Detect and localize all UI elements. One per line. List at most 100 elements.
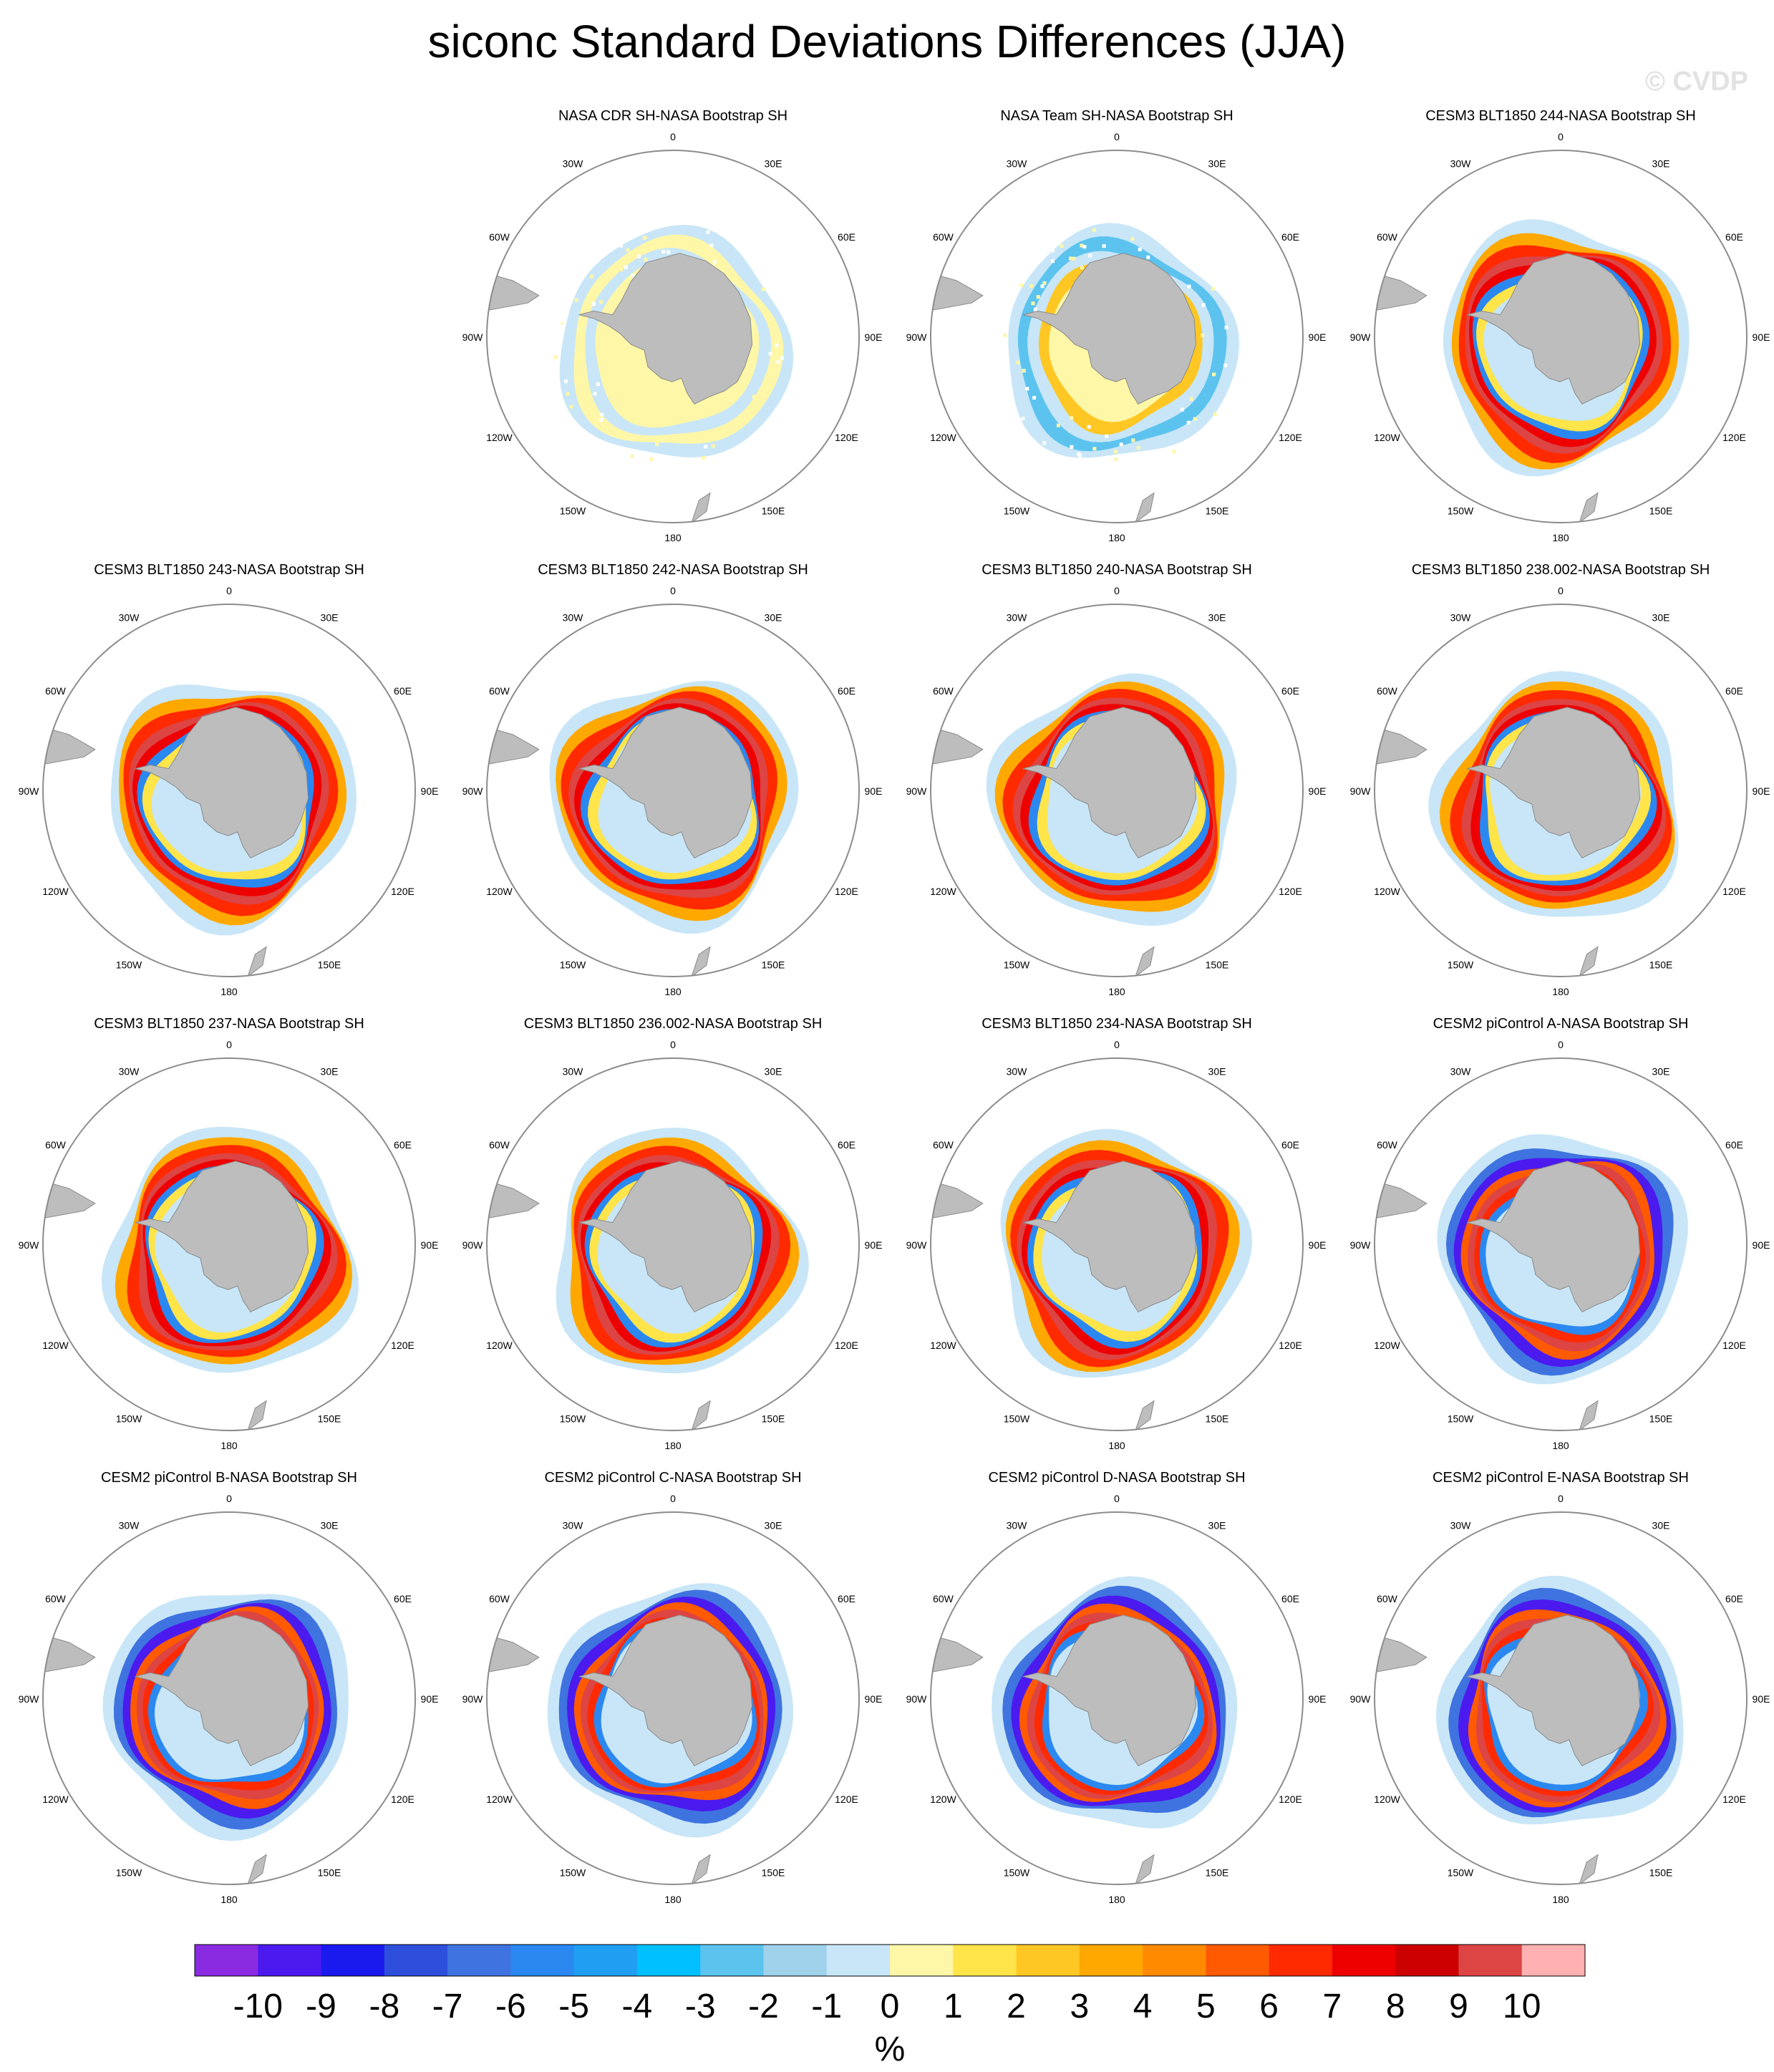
- map-boundary-circle: [486, 604, 860, 977]
- longitude-label: 60W: [933, 231, 954, 243]
- south-america-landmass: [487, 272, 540, 311]
- longitude-label: 150W: [560, 1413, 586, 1425]
- sea-ice-speckle: [1114, 450, 1118, 454]
- longitude-label: 30W: [119, 1066, 140, 1078]
- map-boundary-circle: [486, 150, 860, 523]
- longitude-label: 30W: [563, 158, 584, 170]
- longitude-label: 150E: [318, 959, 341, 971]
- sea-ice-speckle: [1187, 284, 1191, 289]
- sea-ice-speckle: [600, 412, 604, 417]
- sea-ice-speckle: [1082, 245, 1087, 249]
- sea-ice-speckle: [1022, 369, 1026, 373]
- longitude-label: 60E: [1725, 1139, 1743, 1151]
- new-zealand-landmass: [691, 946, 711, 977]
- sea-ice-speckle: [776, 360, 780, 364]
- sea-ice-speckle: [1032, 396, 1037, 400]
- map-area: [1375, 1058, 1747, 1430]
- new-zealand-landmass: [1579, 492, 1599, 523]
- longitude-label: 60W: [489, 685, 510, 697]
- longitude-label: 90W: [906, 1693, 928, 1705]
- longitude-label: 60W: [933, 1593, 954, 1604]
- longitude-label: 180: [1552, 986, 1569, 997]
- colorbar-tick-label: 10: [1503, 1988, 1541, 2025]
- colorbar-swatch: [953, 1945, 1017, 1976]
- longitude-label: 60W: [933, 685, 954, 697]
- longitude-label: 90E: [865, 785, 883, 797]
- colorbar-tick-label: -9: [306, 1988, 336, 2025]
- longitude-label: 90W: [906, 785, 928, 797]
- longitude-label: 30W: [1007, 1520, 1028, 1531]
- colorbar-tick-label: 8: [1386, 1988, 1405, 2025]
- colorbar-tick-label: 6: [1259, 1988, 1279, 2025]
- longitude-label: 90W: [906, 331, 928, 343]
- watermark: © CVDP: [1644, 67, 1748, 97]
- longitude-label: 60E: [1725, 1593, 1743, 1604]
- sea-ice-speckle: [1092, 228, 1096, 232]
- map-panel: CESM3 BLT1850 244-NASA Bootstrap SH 0 30E 6…: [1350, 108, 1770, 543]
- colorbar-swatch: [636, 1945, 701, 1976]
- longitude-label: 90E: [1309, 1239, 1327, 1251]
- longitude-label: 120E: [391, 886, 415, 897]
- longitude-label: 30E: [321, 612, 339, 624]
- sea-ice-speckle: [1070, 445, 1074, 449]
- new-zealand-landmass: [1135, 1400, 1155, 1430]
- colorbar-swatch: [573, 1945, 638, 1976]
- new-zealand-landmass: [247, 1400, 267, 1430]
- colorbar-swatch: [826, 1945, 891, 1976]
- longitude-label: 180: [1552, 532, 1569, 543]
- longitude-label: 0: [670, 1493, 676, 1504]
- sea-ice-speckle: [624, 265, 628, 269]
- new-zealand-landmass: [1135, 946, 1155, 977]
- sea-ice-speckle: [1019, 284, 1024, 287]
- longitude-label: 90W: [19, 785, 40, 797]
- colorbar-tick-label: 7: [1323, 1988, 1342, 2025]
- sea-ice-speckle: [566, 392, 570, 396]
- sea-ice-speckle: [1102, 244, 1106, 248]
- panel-title: NASA CDR SH-NASA Bootstrap SH: [558, 108, 787, 124]
- longitude-label: 150E: [1649, 959, 1673, 971]
- colorbar-tick-label: 5: [1196, 1988, 1216, 2025]
- sea-ice-speckle: [1077, 452, 1081, 456]
- sea-ice-speckle: [774, 289, 778, 294]
- antarctica-landmass: [1466, 1614, 1641, 1767]
- panel-title: CESM3 BLT1850 237-NASA Bootstrap SH: [94, 1016, 364, 1032]
- south-america-landmass: [43, 1634, 96, 1673]
- longitude-label: 150E: [318, 1867, 341, 1879]
- panel-title: CESM3 BLT1850 243-NASA Bootstrap SH: [94, 562, 364, 578]
- map-area: [487, 1058, 859, 1430]
- colorbar-tick-label: -1: [811, 1988, 842, 2025]
- colorbar-swatch: [1079, 1945, 1143, 1976]
- colorbar-swatch: [258, 1945, 322, 1976]
- longitude-label: 30W: [1450, 612, 1472, 624]
- sea-ice-speckle: [564, 379, 568, 383]
- south-america-landmass: [1375, 1180, 1428, 1219]
- south-america-landmass: [931, 272, 984, 311]
- sea-ice-speckle: [684, 460, 688, 464]
- longitude-label: 30W: [1007, 158, 1028, 170]
- longitude-label: 150E: [1649, 1867, 1673, 1879]
- longitude-label: 60E: [1281, 231, 1299, 243]
- sea-ice-speckle: [1031, 301, 1035, 306]
- map-area: [931, 604, 1303, 977]
- sea-ice-speckle: [644, 258, 648, 262]
- new-zealand-landmass: [1579, 1400, 1599, 1430]
- colorbar-frame: [194, 1944, 1586, 1977]
- longitude-label: 30E: [1208, 158, 1226, 170]
- map-boundary-circle: [42, 604, 416, 977]
- longitude-label: 90W: [906, 1239, 928, 1251]
- sea-ice-speckle: [1080, 243, 1084, 248]
- longitude-label: 180: [1108, 1894, 1125, 1905]
- sea-ice-speckle: [774, 407, 778, 412]
- sea-ice-speckle: [598, 300, 603, 304]
- south-america-landmass: [1375, 1634, 1428, 1673]
- longitude-label: 30E: [321, 1066, 339, 1078]
- longitude-label: 30E: [1208, 1520, 1226, 1531]
- new-zealand-landmass: [1579, 946, 1599, 977]
- sea-ice-speckle: [1105, 434, 1109, 438]
- longitude-label: 120W: [930, 1340, 956, 1351]
- colorbar-swatch: [1521, 1945, 1586, 1976]
- south-america-landmass: [931, 726, 984, 765]
- longitude-label: 120W: [42, 1793, 69, 1805]
- longitude-label: 120W: [486, 432, 513, 443]
- panel-title: CESM2 piControl C-NASA Bootstrap SH: [544, 1470, 801, 1486]
